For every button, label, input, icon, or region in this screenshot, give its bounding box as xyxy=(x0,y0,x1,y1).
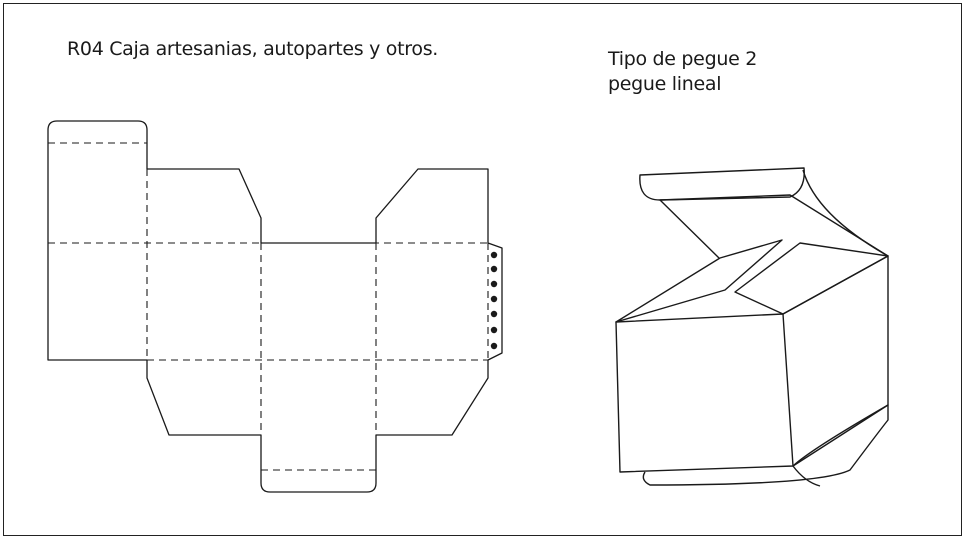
box-bottom-tuck xyxy=(642,404,889,486)
box-front-face xyxy=(615,313,794,473)
box-lid-crease xyxy=(802,169,889,257)
glue-type-text: Tipo de pegue 2 xyxy=(608,48,757,70)
fold-lines xyxy=(48,142,489,471)
box-lid xyxy=(659,194,889,259)
box-right-flap xyxy=(734,242,889,315)
box-lid-edge xyxy=(639,167,805,201)
box-left-flap xyxy=(615,239,783,323)
glue-kind-text: pegue lineal xyxy=(608,73,722,95)
box-bottom-curve xyxy=(792,465,821,487)
box-right-face xyxy=(782,255,889,467)
diagram-frame xyxy=(3,3,962,536)
glue-type-label: Tipo de pegue 2 pegue lineal xyxy=(608,47,757,97)
diagram-title: R04 Caja artesanias, autopartes y otros. xyxy=(67,38,439,60)
template-outline xyxy=(47,120,503,493)
assembled-box-3d xyxy=(615,167,889,487)
glue-dots xyxy=(490,251,498,350)
die-cut-template xyxy=(47,120,503,493)
